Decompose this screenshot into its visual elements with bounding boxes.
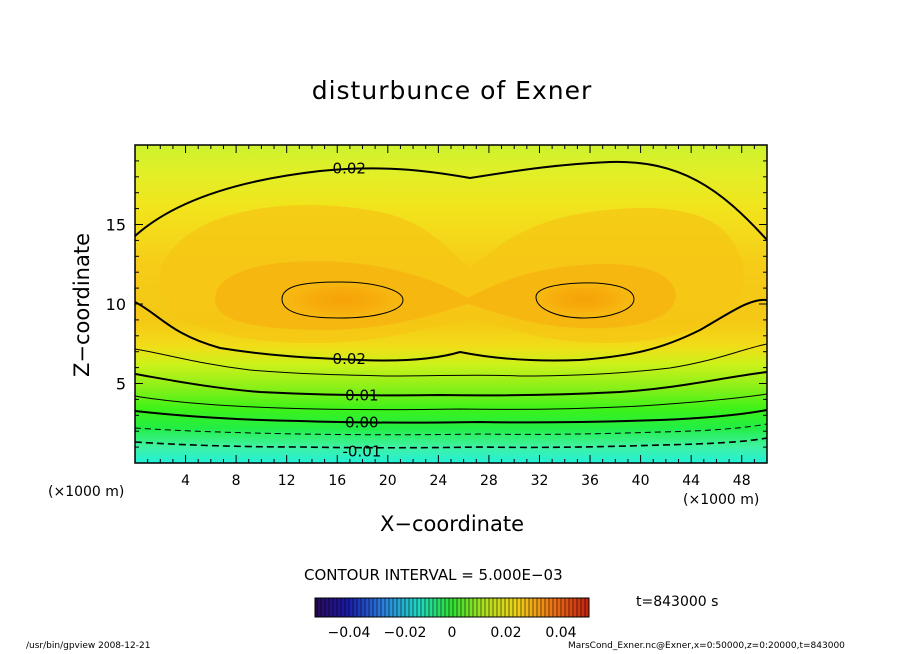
x-unit-label-right: (×1000 m) (683, 492, 760, 508)
x-tick-label: 16 (328, 473, 346, 489)
colorbar-tick-labels: −0.04 −0.02 0 0.02 0.04 (328, 625, 577, 641)
contour-lines (135, 160, 767, 449)
chart-title: disturbunce of Exner (311, 76, 593, 105)
contour-label: -0.01 (342, 442, 381, 460)
footer-right: MarsCond_Exner.nc@Exner,x=0:50000,z=0:20… (568, 641, 845, 651)
colorbar-tick-label: −0.02 (384, 625, 427, 641)
x-tick-label: 20 (379, 473, 397, 489)
colorbar-fill (315, 598, 589, 617)
x-tick-label: 24 (429, 473, 447, 489)
contour-line-0.02-mid (135, 298, 767, 362)
footer-left: /usr/bin/gpview 2008-12-21 (26, 641, 151, 651)
colorbar-tick-label: −0.04 (328, 625, 371, 641)
colorbar: −0.04 −0.02 0 0.02 0.04 (314, 597, 590, 641)
y-tick-label: 15 (106, 216, 126, 235)
colorbar-frame (314, 597, 590, 618)
contour-line-neg0.005 (135, 423, 767, 436)
x-axis-label: X−coordinate (380, 512, 524, 536)
contour-label: 0.02 (333, 350, 366, 368)
contour-line-0.01 (135, 371, 767, 397)
contour-line-0.00 (135, 409, 767, 424)
x-tick-label: 32 (531, 473, 549, 489)
contour-line-0.025-right (535, 282, 635, 319)
x-tick-label: 48 (733, 473, 751, 489)
x-tick-label: 8 (232, 473, 241, 489)
y-axis-label: Z−coordinate (70, 233, 94, 377)
x-tick-label: 28 (480, 473, 498, 489)
colorbar-tick-label: 0.02 (490, 625, 521, 641)
contour-line-0.005 (135, 393, 767, 411)
warm-core-right (527, 279, 639, 319)
x-tick-label: 44 (682, 473, 700, 489)
x-tick-label: 40 (632, 473, 650, 489)
x-axis: 4 8 12 16 20 24 28 32 36 40 44 48 (147, 145, 755, 489)
contour-line-0.02-top (135, 160, 767, 241)
warm-core-left (276, 278, 408, 322)
contour-line-0.015 (135, 343, 767, 377)
contour-line-0.025-left (281, 281, 404, 319)
shaded-field (135, 145, 767, 463)
x-tick-label: 36 (581, 473, 599, 489)
y-axis: 5 10 15 (106, 160, 767, 448)
contour-labels: 0.02 0.02 0.01 0.00 -0.01 (333, 159, 382, 460)
colorbar-tick-label: 0 (448, 625, 457, 641)
x-unit-label-left: (×1000 m) (48, 484, 125, 500)
y-tick-label: 10 (106, 295, 126, 314)
contour-line-neg0.01 (135, 437, 767, 449)
y-tick-label: 5 (116, 375, 126, 394)
colorbar-tick-label: 0.04 (545, 625, 576, 641)
contour-label: 0.01 (345, 387, 378, 405)
contour-interval-label: CONTOUR INTERVAL = 5.000E−03 (304, 566, 563, 584)
x-tick-label: 12 (278, 473, 296, 489)
x-tick-label: 4 (181, 473, 190, 489)
contour-label: 0.02 (333, 159, 366, 177)
colorbar-stripes (316, 598, 586, 617)
contour-label: 0.00 (345, 414, 378, 432)
time-label: t=843000 s (636, 594, 719, 610)
